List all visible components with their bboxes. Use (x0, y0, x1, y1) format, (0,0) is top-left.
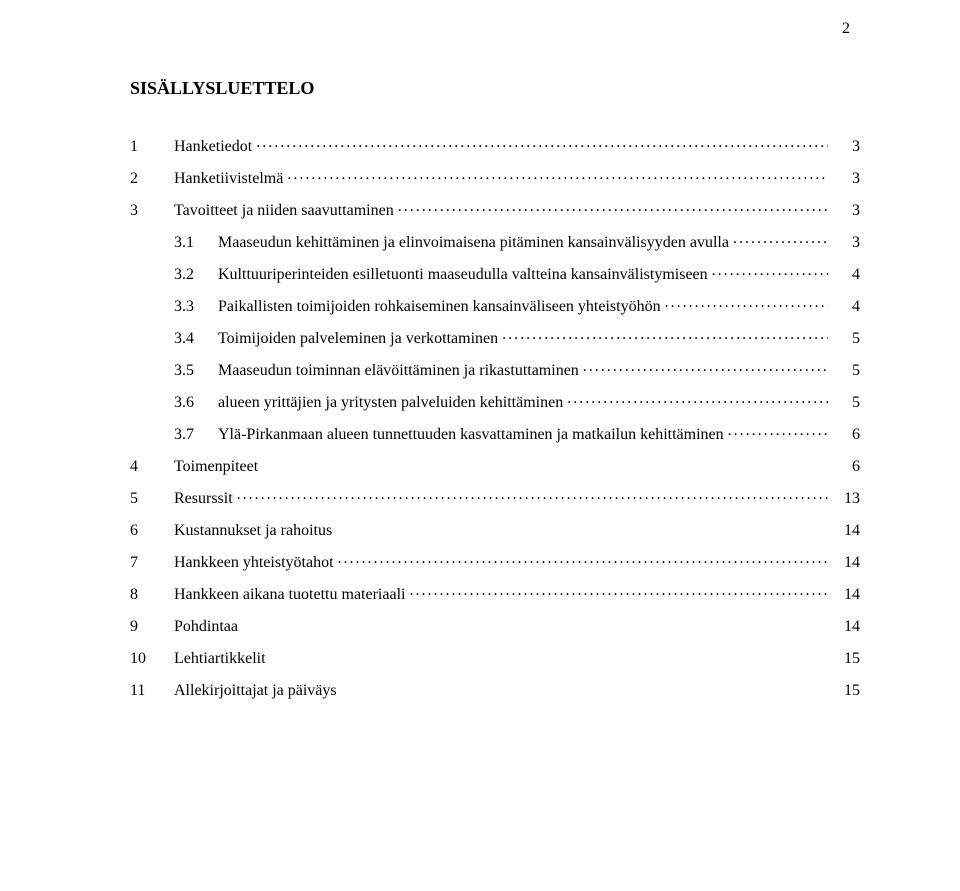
toc-entry: 3Tavoitteet ja niiden saavuttaminen3 (130, 199, 860, 220)
toc-entry-text: alueen yrittäjien ja yritysten palveluid… (218, 394, 563, 412)
toc-leader (665, 295, 828, 311)
toc-entry-number: 10 (130, 650, 174, 668)
toc-entry: 3.3Paikallisten toimijoiden rohkaisemine… (130, 295, 860, 316)
toc-leader (398, 199, 828, 215)
toc-entry-number: 5 (130, 490, 174, 508)
toc-entry-number: 3.4 (174, 330, 218, 348)
toc-leader (341, 679, 828, 695)
toc-entry-number: 4 (130, 458, 174, 476)
toc-entry-page: 15 (832, 650, 860, 668)
document-page: 2 SISÄLLYSLUETTELO 1Hanketiedot32Hanketi… (0, 0, 960, 891)
toc-entry-number: 8 (130, 586, 174, 604)
toc-entry: 8Hankkeen aikana tuotettu materiaali 14 (130, 583, 860, 604)
toc-entry: 2Hanketiivistelmä 3 (130, 167, 860, 188)
toc-entry-page: 3 (832, 138, 860, 156)
toc-leader (567, 391, 828, 407)
toc-entry: 9Pohdintaa 14 (130, 615, 860, 636)
toc-entry-text: Kustannukset ja rahoitus (174, 522, 332, 540)
toc-entry: 11Allekirjoittajat ja päiväys 15 (130, 679, 860, 700)
toc-entry-text: Maaseudun toiminnan elävöittäminen ja ri… (218, 362, 579, 380)
toc-leader (336, 519, 828, 535)
toc-entry: 10Lehtiartikkelit 15 (130, 647, 860, 668)
toc-entry-page: 13 (832, 490, 860, 508)
toc-leader (242, 615, 828, 631)
toc-entry-page: 3 (832, 234, 860, 252)
toc-entry-number: 6 (130, 522, 174, 540)
toc-entry-text: Hanketiedot (174, 138, 252, 156)
toc-entry-text: Toimijoiden palveleminen ja verkottamine… (218, 330, 498, 348)
toc-entry-number: 3.7 (174, 426, 218, 444)
toc-entry-text: Hanketiivistelmä (174, 170, 283, 188)
toc-entry-number: 3.1 (174, 234, 218, 252)
toc-entry: 4Toimenpiteet 6 (130, 455, 860, 476)
toc-entry-number: 3 (130, 202, 174, 220)
toc-entry-page: 6 (832, 458, 860, 476)
toc-entry-page: 5 (832, 394, 860, 412)
toc-entry-text: Pohdintaa (174, 618, 238, 636)
toc-leader (502, 327, 828, 343)
toc-entry: 3.7Ylä-Pirkanmaan alueen tunnettuuden ka… (130, 423, 860, 444)
toc-entry-number: 3.5 (174, 362, 218, 380)
toc-container: 1Hanketiedot32Hanketiivistelmä33Tavoitte… (130, 135, 860, 700)
toc-entry-page: 15 (832, 682, 860, 700)
toc-entry-text: Toimenpiteet (174, 458, 258, 476)
toc-entry-text: Paikallisten toimijoiden rohkaiseminen k… (218, 298, 661, 316)
page-number: 2 (130, 20, 860, 38)
toc-entry-number: 1 (130, 138, 174, 156)
toc-entry: 3.6alueen yrittäjien ja yritysten palvel… (130, 391, 860, 412)
toc-leader (287, 167, 828, 183)
toc-entry-page: 3 (832, 170, 860, 188)
toc-leader (733, 231, 828, 247)
toc-entry-text: Lehtiartikkelit (174, 650, 266, 668)
toc-entry: 3.4Toimijoiden palveleminen ja verkottam… (130, 327, 860, 348)
toc-leader (409, 583, 828, 599)
toc-entry: 5Resurssit 13 (130, 487, 860, 508)
toc-entry-number: 2 (130, 170, 174, 188)
toc-entry-number: 7 (130, 554, 174, 572)
toc-entry-page: 14 (832, 554, 860, 572)
toc-entry-text: Ylä-Pirkanmaan alueen tunnettuuden kasva… (218, 426, 724, 444)
toc-entry: 6Kustannukset ja rahoitus 14 (130, 519, 860, 540)
toc-entry: 1Hanketiedot 3 (130, 135, 860, 156)
toc-leader (338, 551, 828, 567)
toc-entry-text: Kulttuuriperinteiden esilletuonti maaseu… (218, 266, 708, 284)
toc-title: SISÄLLYSLUETTELO (130, 78, 860, 99)
toc-leader (728, 423, 828, 439)
toc-entry-number: 9 (130, 618, 174, 636)
toc-entry: 3.5Maaseudun toiminnan elävöittäminen ja… (130, 359, 860, 380)
toc-entry-text: Resurssit (174, 490, 233, 508)
toc-entry-page: 5 (832, 330, 860, 348)
toc-leader (256, 135, 828, 151)
toc-entry: 7Hankkeen yhteistyötahot 14 (130, 551, 860, 572)
toc-entry-page: 14 (832, 618, 860, 636)
toc-leader (712, 263, 828, 279)
toc-leader (262, 455, 828, 471)
toc-entry-page: 14 (832, 522, 860, 540)
toc-entry-page: 4 (832, 298, 860, 316)
toc-entry-number: 3.2 (174, 266, 218, 284)
toc-entry-page: 14 (832, 586, 860, 604)
toc-entry-page: 4 (832, 266, 860, 284)
toc-entry-number: 3.3 (174, 298, 218, 316)
toc-entry-text: Hankkeen aikana tuotettu materiaali (174, 586, 405, 604)
toc-entry-number: 11 (130, 682, 174, 700)
toc-entry: 3.1Maaseudun kehittäminen ja elinvoimais… (130, 231, 860, 252)
toc-entry: 3.2Kulttuuriperinteiden esilletuonti maa… (130, 263, 860, 284)
toc-entry-text: Maaseudun kehittäminen ja elinvoimaisena… (218, 234, 729, 252)
toc-leader (583, 359, 828, 375)
toc-entry-text: Hankkeen yhteistyötahot (174, 554, 334, 572)
toc-entry-page: 3 (832, 202, 860, 220)
toc-entry-number: 3.6 (174, 394, 218, 412)
toc-entry-page: 6 (832, 426, 860, 444)
toc-leader (270, 647, 828, 663)
toc-leader (237, 487, 828, 503)
toc-entry-text: Allekirjoittajat ja päiväys (174, 682, 337, 700)
toc-entry-page: 5 (832, 362, 860, 380)
toc-entry-text: Tavoitteet ja niiden saavuttaminen (174, 202, 394, 220)
